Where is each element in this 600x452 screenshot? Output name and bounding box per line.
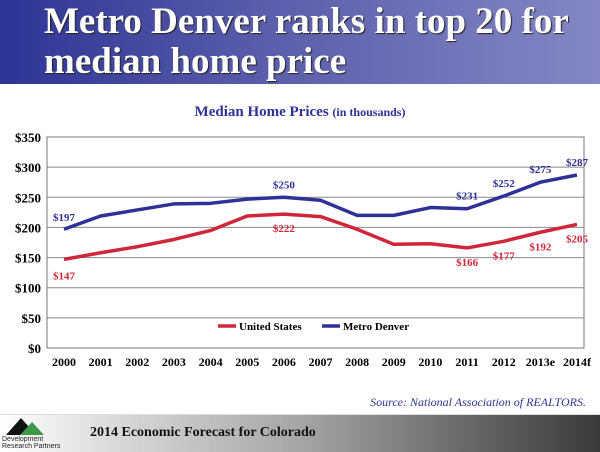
data-label: $166: [456, 257, 479, 269]
x-tick-label: 2004: [199, 355, 223, 369]
y-tick-label: $150: [15, 251, 41, 266]
development-research-partners-logo: [4, 416, 59, 436]
chart-title-suffix: (in thousands): [332, 105, 405, 119]
data-label: $205: [566, 233, 589, 245]
x-tick-label: 2012: [492, 355, 516, 369]
title-banner: Metro Denver ranks in top 20 for median …: [0, 0, 600, 84]
slide-title: Metro Denver ranks in top 20 for median …: [44, 1, 569, 82]
x-tick-label: 2010: [418, 355, 442, 369]
series-line-united-states: [63, 212, 578, 262]
data-label: $197: [53, 212, 76, 224]
footer-bar: Development Research Partners 2014 Econo…: [0, 414, 600, 452]
data-label: $177: [493, 250, 516, 262]
x-tick-label: 2000: [52, 355, 76, 369]
x-tick-label: 2002: [125, 355, 149, 369]
chart-title: Median Home Prices (in thousands): [195, 104, 406, 120]
legend-label: United States: [239, 321, 302, 333]
x-tick-label: 2013e: [526, 355, 556, 369]
x-tick-label: 2011: [455, 355, 478, 369]
x-tick-label: 2007: [309, 355, 333, 369]
data-label: $287: [566, 157, 589, 169]
data-label: $250: [273, 179, 296, 191]
y-tick-label: $100: [15, 281, 41, 296]
footer-text: 2014 Economic Forecast for Colorado: [90, 425, 316, 440]
mountain-icon: [6, 418, 44, 435]
x-tick-label: 2005: [235, 355, 259, 369]
x-tick-label: 2008: [345, 355, 369, 369]
y-tick-label: $50: [22, 311, 42, 326]
x-tick-label: 2001: [89, 355, 113, 369]
data-label: $192: [529, 241, 552, 253]
median-home-price-chart: Median Home Prices (in thousands) $0 $50 $1…: [15, 104, 592, 369]
plot-frame: [46, 136, 585, 349]
source-note: Source: National Association of REALTORS…: [370, 395, 586, 409]
logo-text: Development Research Partners: [2, 436, 61, 450]
y-tick-label: $350: [15, 130, 41, 145]
chart-title-main: Median Home Prices: [195, 104, 333, 120]
y-tick-label: $250: [15, 190, 41, 205]
x-tick-label: 2006: [272, 355, 296, 369]
x-tick-label: 2003: [162, 355, 186, 369]
series-line-metro-denver: [63, 173, 578, 231]
x-tick-label: 2014f: [563, 355, 592, 369]
y-tick-label: $0: [28, 341, 41, 356]
data-label: $275: [529, 164, 552, 176]
data-label: $252: [493, 178, 516, 190]
legend-label: Metro Denver: [343, 321, 409, 333]
data-label: $147: [53, 270, 76, 282]
y-tick-label: $300: [15, 160, 41, 175]
data-label: $222: [273, 223, 296, 235]
y-tick-label: $200: [15, 220, 41, 235]
data-label: $231: [456, 191, 478, 203]
x-tick-label: 2009: [382, 355, 406, 369]
